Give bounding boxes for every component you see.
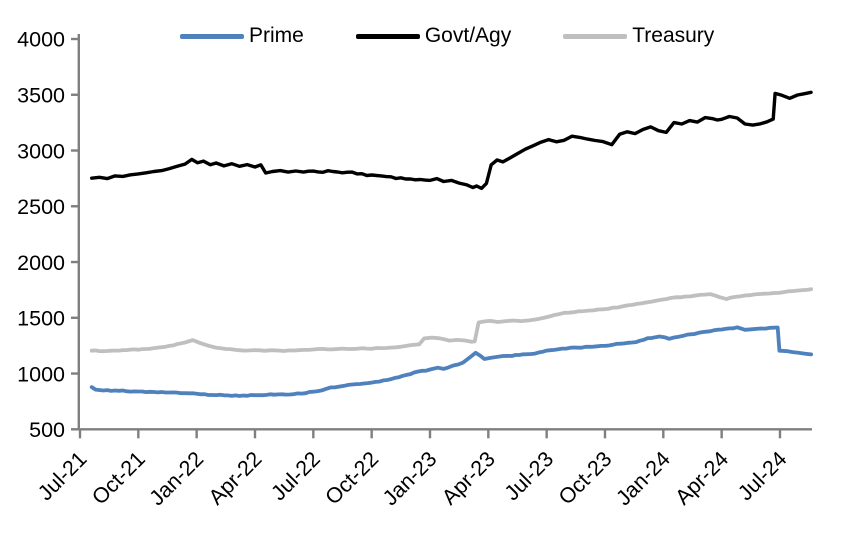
series-line-treasury [89,287,813,354]
legend-item-govt-agy: Govt/Agy [355,24,512,48]
prime-line-swatch [180,33,244,39]
y-tick-label: 500 [29,418,65,442]
x-tick-label: Oct-22 [321,447,384,510]
treasury-line-swatch [563,33,628,39]
chart-legend: Prime Govt/Agy Treasury [180,24,714,48]
y-tick-label: 3000 [17,139,65,163]
legend-item-treasury: Treasury [563,24,714,48]
x-tick-label: Jan-22 [145,447,208,510]
x-tick-label: Jan-24 [611,447,674,510]
x-tick-label: Jul-24 [733,447,791,505]
y-tick-label: 3500 [17,83,65,107]
y-tick-label: 2500 [17,195,65,219]
y-tick-label: 4000 [17,28,65,52]
x-tick-label: Jul-22 [266,447,324,505]
series-line-prime [89,325,813,398]
x-tick-label: Apr-24 [671,447,734,510]
x-tick-label: Oct-23 [554,447,617,510]
legend-label-prime: Prime [249,24,304,47]
x-tick-label: Oct-21 [87,447,150,510]
y-tick-label: 1000 [17,362,65,386]
legend-label-govt-agy: Govt/Agy [424,24,512,47]
x-tick-label: Jul-23 [500,447,558,505]
x-tick-label: Apr-22 [204,447,267,510]
x-tick-label: Jul-21 [33,447,91,505]
legend-label-treasury: Treasury [632,24,715,47]
series-line-govt-agy [89,90,813,191]
x-tick-label: Apr-23 [437,447,500,510]
y-tick-label: 2000 [17,251,65,275]
legend-item-prime: Prime [180,24,304,48]
y-tick-label: 1500 [17,307,65,331]
govt-agy-line-swatch [355,33,420,39]
x-tick-label: Jan-23 [378,447,441,510]
